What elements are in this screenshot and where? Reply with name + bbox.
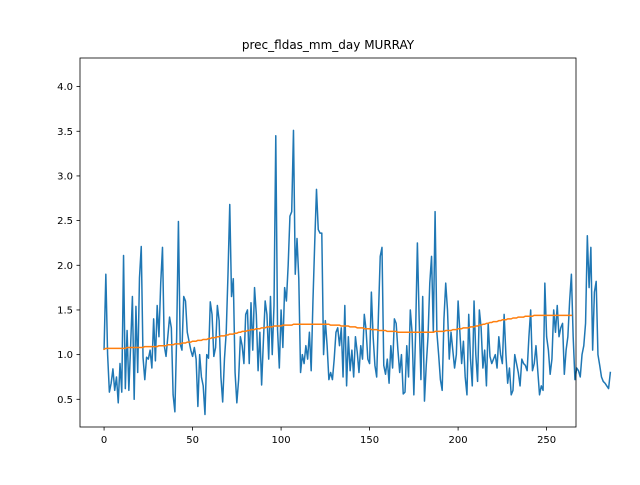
- x-tick-label: 100: [272, 435, 291, 446]
- y-tick-label: 0.5: [57, 395, 73, 406]
- chart-title: prec_fldas_mm_day MURRAY: [242, 38, 415, 52]
- y-tick-label: 3.5: [57, 127, 73, 138]
- series-line-1: [103, 129, 612, 416]
- x-tick-label: 0: [101, 435, 107, 446]
- axes-frame: [79, 57, 577, 428]
- y-tick-label: 3.0: [57, 171, 73, 182]
- series-line-2: [103, 314, 573, 351]
- y-tick-label: 4.0: [57, 82, 73, 93]
- y-tick-label: 1.5: [57, 305, 73, 316]
- y-tick-label: 2.0: [57, 261, 73, 272]
- x-tick-label: 50: [186, 435, 199, 446]
- x-tick-label: 150: [360, 435, 379, 446]
- y-tick-label: 2.5: [57, 216, 73, 227]
- x-tick-label: 200: [449, 435, 468, 446]
- x-tick-label: 250: [537, 435, 556, 446]
- y-tick-label: 1.0: [57, 350, 73, 361]
- plot-area: 0 50 100 150 200 250 0.5 1.0 1.5 2.0 2.5 3.0 3.5 4.0: [57, 57, 612, 446]
